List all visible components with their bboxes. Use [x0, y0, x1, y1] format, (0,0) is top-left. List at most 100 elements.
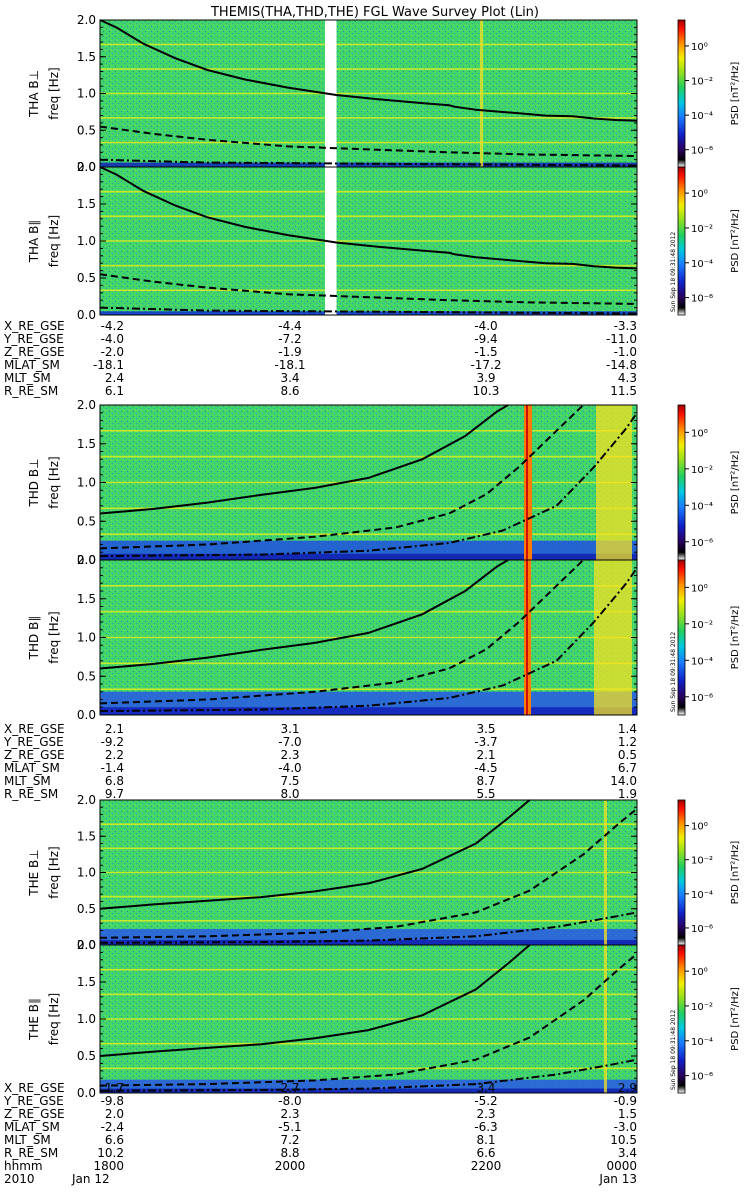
ephemeris-table: X_RE_GSE -4.2 -4.4 -4.0 -3.3 Y_RE_GSE -4.0 -7.2…: [3, 319, 637, 398]
ephemeris-value: -4.2: [101, 319, 124, 333]
gyrofrequency-line-solid: [99, 404, 509, 515]
colorbar-label: PSD [nT²/Hz]: [730, 451, 741, 515]
colorbar-tick-label: 10⁻⁶: [691, 924, 713, 935]
panel-ylabel: THE B⊥: [27, 849, 41, 896]
ephemeris-value: 6.8: [105, 774, 124, 788]
ephemeris-value: 2.0: [105, 1107, 124, 1121]
y-tick-label: 0.5: [77, 271, 96, 285]
ephemeris-value: 6.7: [618, 761, 637, 775]
ephemeris-value: 8.1: [476, 1133, 495, 1147]
ephemeris-value: 8.0: [280, 787, 299, 801]
ephemeris-value: -3.3: [614, 319, 637, 333]
y-tick-label: 0.0: [77, 160, 96, 174]
colorbar-tick-label: 10⁰: [691, 822, 708, 833]
enhanced-power-region: [604, 945, 607, 1093]
spectrogram-panel: 0.0 0.5 1.0 1.5 2.0 THE B∥ freq [Hz] 10⁰ 10⁻² 10⁻…: [27, 938, 741, 1100]
y-tick-label: 0.0: [77, 308, 96, 322]
ephemeris-value: 3.5: [476, 722, 495, 736]
low-frequency-band: [100, 939, 637, 945]
panel-ylabel: THE B∥: [27, 998, 41, 1041]
ephemeris-value: 3.1: [280, 722, 299, 736]
ephemeris-value: -18.1: [93, 358, 124, 372]
ephemeris-value: 10.5: [610, 1133, 637, 1147]
gyrofrequency-line-dashdot: [99, 1058, 638, 1092]
gyrofrequency-line-dashed: [99, 404, 584, 550]
ephemeris-value: 2.2: [105, 748, 124, 762]
ephemeris-label: MLAT_SM: [4, 761, 60, 775]
ephemeris-value: 2.3: [280, 1107, 299, 1121]
low-frequency-band: [100, 162, 637, 167]
spectrogram-panel: 0.0 0.5 1.0 1.5 2.0 THA B⊥ freq [Hz] 10⁰ 10⁻² 10⁻…: [27, 13, 741, 174]
colorbar: [677, 944, 686, 1094]
y-tick-label: 1.0: [77, 866, 96, 880]
y-tick-label: 1.5: [77, 592, 96, 606]
ephemeris-value: 10.3: [473, 384, 500, 398]
y-tick-label: 0.5: [77, 902, 96, 916]
ephemeris-value: -1.0: [614, 345, 637, 359]
gyrofrequency-line-solid: [99, 944, 531, 1057]
gyrofrequency-line-dashed: [99, 559, 584, 705]
enhanced-power-region: [604, 800, 607, 945]
spectrogram-panel: 0.0 0.5 1.0 1.5 2.0 THD B∥ freq [Hz] 10⁰ 10⁻² 10⁻…: [27, 553, 741, 722]
ephemeris-value: 8.6: [280, 384, 299, 398]
ephemeris-label: MLT_SM: [4, 774, 51, 788]
ephemeris-value: -9.8: [101, 1094, 124, 1108]
panel-ylabel-units: freq [Hz]: [47, 456, 61, 508]
ephemeris-label: X_RE_GSE: [4, 319, 65, 333]
gyrofrequency-line-solid: [99, 166, 638, 270]
ephemeris-value: -5.1: [278, 1120, 301, 1134]
enhanced-power-region: [594, 560, 632, 715]
ephemeris-value: -17.2: [470, 358, 501, 372]
ephemeris-label: X_RE_GSE: [4, 1081, 65, 1095]
ephemeris-value: -4.5: [474, 761, 497, 775]
panel-ylabel: THA B∥: [27, 220, 41, 264]
colorbar-tick-label: 10⁻⁶: [691, 146, 713, 157]
ephemeris-value: 0000: [606, 1159, 637, 1173]
ephemeris-value: 3.4: [280, 371, 299, 385]
panel-ylabel: THD B∥: [27, 616, 41, 661]
low-frequency-band: [100, 311, 637, 315]
ephemeris-value: 14.0: [610, 774, 637, 788]
colorbar-tick-label: 10⁰: [691, 428, 708, 439]
spectrogram-panel: 0.0 0.5 1.0 1.5 2.0 THE B⊥ freq [Hz] 10⁰ 10⁻² 10⁻…: [27, 793, 741, 952]
y-tick-label: 0.5: [77, 1049, 96, 1063]
y-tick-label: 0.0: [77, 553, 96, 567]
gyrofrequency-line-dashdot: [99, 911, 638, 944]
colorbar-tick-label: 10⁻²: [691, 465, 713, 476]
ephemeris-value: 3.4: [476, 1081, 495, 1095]
ephemeris-value: 2.3: [476, 1107, 495, 1121]
ephemeris-value: -3.0: [614, 1120, 637, 1134]
ephemeris-value: 6.6: [105, 1133, 124, 1147]
y-tick-label: 1.5: [77, 437, 96, 451]
panel-ylabel: THA B⊥: [27, 70, 41, 118]
y-tick-label: 2.0: [77, 553, 96, 567]
ephemeris-value: -14.8: [606, 358, 637, 372]
colorbar-label: PSD [nT²/Hz]: [730, 209, 741, 273]
ephemeris-value: -7.2: [278, 332, 301, 346]
colorbar-tick-label: 10⁻⁶: [691, 538, 713, 549]
enhanced-power-region: [480, 20, 483, 167]
ephemeris-value: 11.5: [610, 384, 637, 398]
ephemeris-label: Z_RE_GSE: [4, 748, 65, 762]
colorbar-tick-label: 10⁻⁶: [691, 693, 713, 704]
colorbar: [677, 19, 686, 168]
colorbar-label: PSD [nT²/Hz]: [730, 841, 741, 905]
ephemeris-value: -1.5: [474, 345, 497, 359]
ephemeris-value: -11.0: [606, 332, 637, 346]
ephemeris-table: X_RE_GSE 1.7 2.7 3.4 2.9 Y_RE_GSE -9.8 -8.0 -5.2…: [3, 1081, 637, 1173]
gyrofrequency-line-solid: [99, 559, 509, 670]
gyrofrequency-line-dashdot: [99, 306, 638, 315]
ephemeris-value: 6.6: [476, 1146, 495, 1160]
low-frequency-band: [100, 707, 637, 715]
panel-ylabel-units: freq [Hz]: [47, 215, 61, 267]
ephemeris-value: 8.8: [280, 1146, 299, 1160]
panel-ylabel: THD B⊥: [27, 458, 41, 507]
ephemeris-table: X_RE_GSE 2.1 3.1 3.5 1.4 Y_RE_GSE -9.2 -7.0 -3.7…: [3, 722, 637, 801]
ephemeris-value: -4.0: [101, 332, 124, 346]
ephemeris-value: 2.3: [280, 748, 299, 762]
ephemeris-value: 2.7: [280, 1081, 299, 1095]
y-tick-label: 1.0: [77, 1012, 96, 1026]
gyrofrequency-line-dashed: [99, 953, 638, 1087]
y-tick-label: 2.0: [77, 793, 96, 807]
ephemeris-value: -1.9: [278, 345, 301, 359]
